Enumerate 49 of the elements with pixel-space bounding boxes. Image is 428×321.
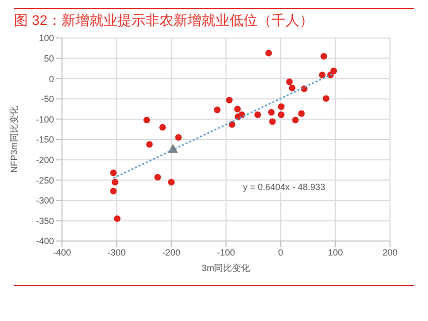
y-axis-title: NFP3m同比变化 [9,106,20,173]
y-tick-label: -150 [36,134,54,145]
y-tick-label: -400 [36,236,54,246]
point [322,95,330,102]
point [110,169,117,176]
y-tick-label: 100 [38,33,54,44]
y-tick-label: -100 [36,114,54,124]
x-tick-label: 0 [278,247,284,258]
point [330,68,337,74]
y-tick-label: 50 [44,53,54,64]
x-axis-title: 3m同比变化 [202,263,250,273]
point [112,178,118,186]
point [143,116,150,124]
point [286,78,293,86]
point [214,106,221,114]
point [154,174,161,181]
point [269,118,276,125]
y-tick-label: -350 [36,216,54,226]
point [254,111,262,118]
point [320,52,328,60]
y-tick-label: -50 [40,94,54,104]
point [292,116,299,124]
point [265,50,272,56]
point [288,84,296,92]
point [114,215,121,222]
annotation: y = 0.6404x - 48.933 [243,182,326,192]
x-tick-label: -400 [52,247,72,258]
point [278,111,285,118]
point [234,106,241,112]
y-tick-label: -200 [36,154,54,165]
point [168,178,175,186]
point [278,103,285,110]
point [268,109,275,116]
point [159,124,166,131]
point [298,110,305,117]
y-tick-label: -300 [36,196,54,206]
point [110,188,117,194]
point [146,141,153,148]
y-tick-label: 0 [48,74,54,84]
point [175,134,182,141]
point [318,72,326,78]
y-tick-label: -250 [36,175,54,186]
chart-title: 图 32：新增就业提示非农新增就业低位（千人） [14,8,414,30]
x-tick-label: 100 [328,247,343,258]
x-tick-label: -300 [108,247,126,258]
x-tick-label: -200 [162,247,180,258]
x-tick-label: 200 [382,247,398,258]
point [226,96,233,104]
x-tick-label: -100 [216,247,236,258]
